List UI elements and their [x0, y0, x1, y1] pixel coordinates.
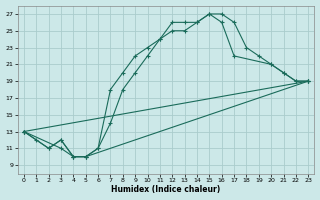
X-axis label: Humidex (Indice chaleur): Humidex (Indice chaleur): [111, 185, 221, 194]
